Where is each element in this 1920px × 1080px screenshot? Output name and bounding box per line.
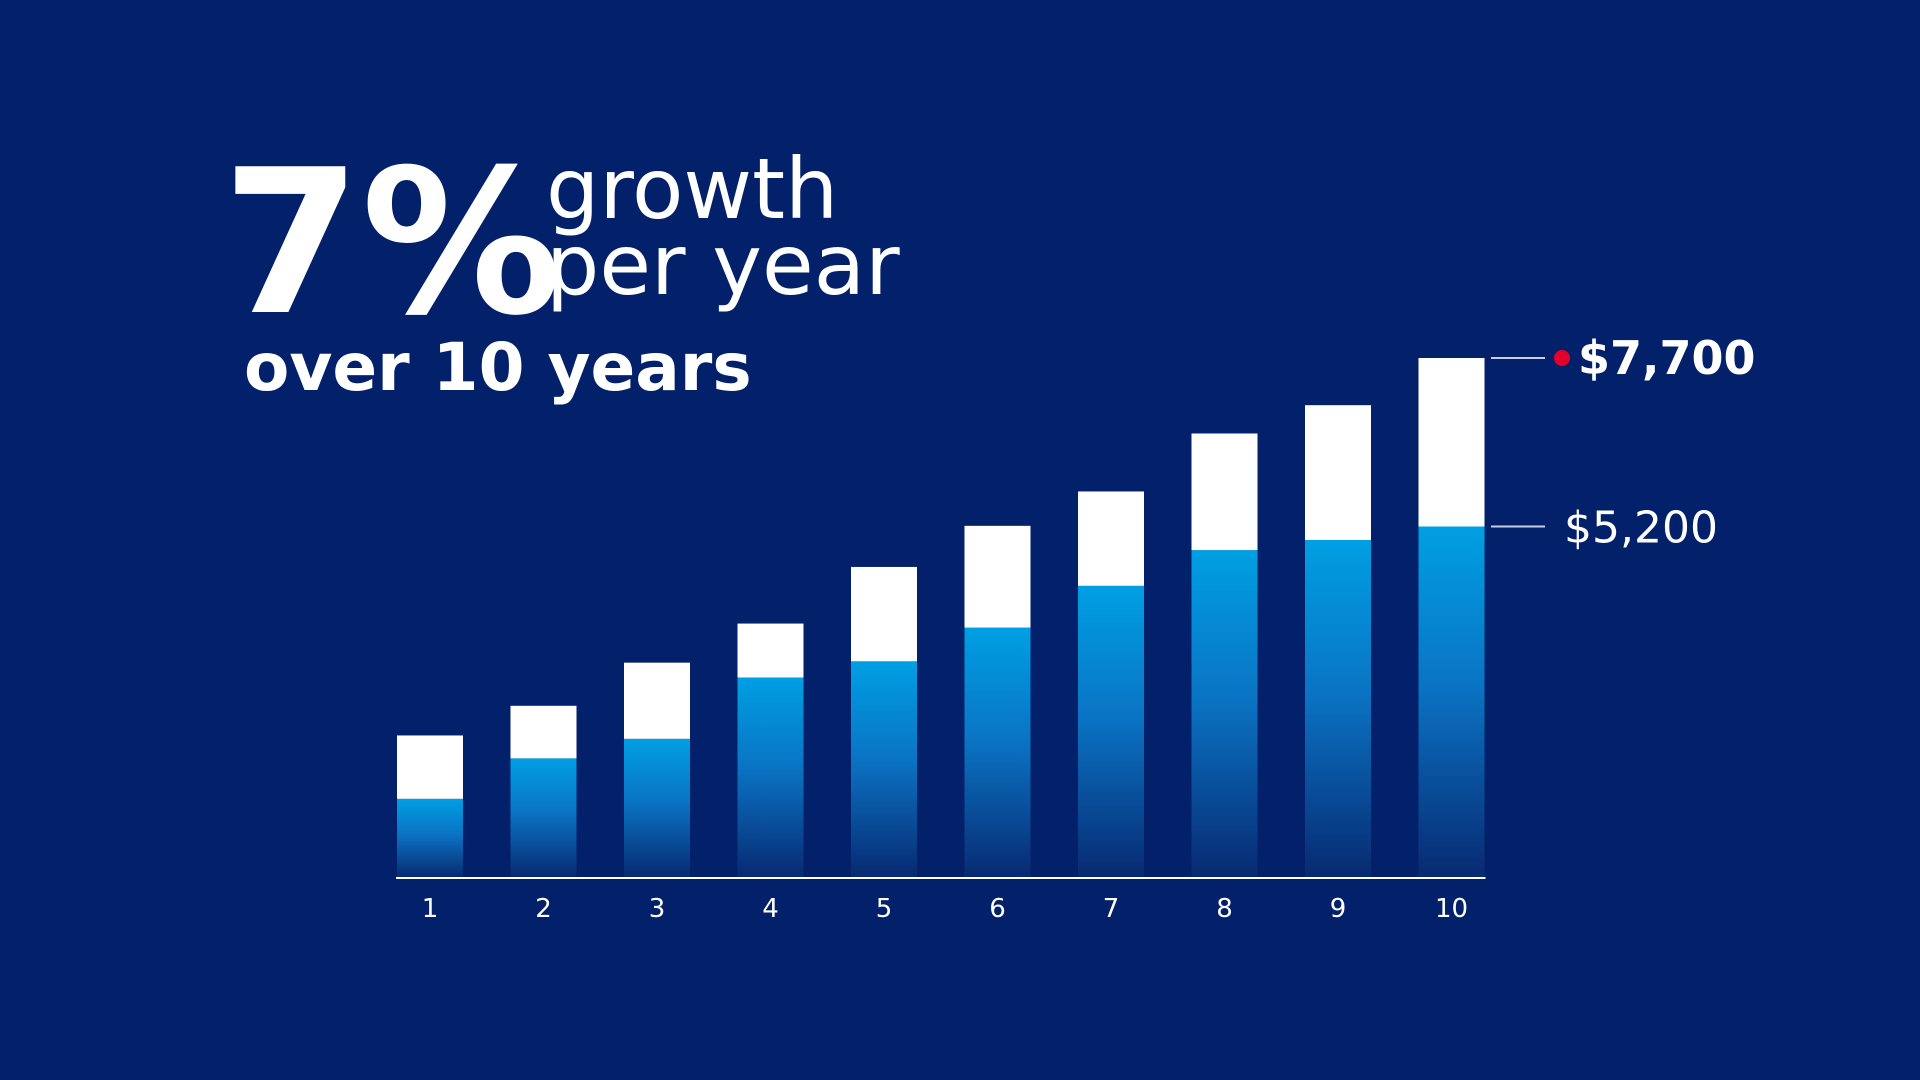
bar-segment <box>1191 433 1258 551</box>
x-tick-label: 9 <box>1330 894 1347 924</box>
x-tick-label: 7 <box>1103 894 1120 924</box>
bar-segment <box>510 758 577 877</box>
x-tick-label: 1 <box>422 894 439 924</box>
x-tick-label: 2 <box>535 894 552 924</box>
bar-segment <box>1418 526 1485 877</box>
bar-segment <box>1418 358 1485 527</box>
annotation-label: $5,200 <box>1564 503 1718 554</box>
bar-segment <box>1305 405 1371 540</box>
bar-segment <box>737 677 804 877</box>
bar-segment <box>624 662 690 739</box>
bar-segment <box>1305 539 1371 877</box>
headline-line3: over 10 years <box>244 329 752 406</box>
bar-segment <box>737 623 804 678</box>
bar-segment <box>397 735 463 799</box>
bar-segment <box>1078 585 1144 877</box>
bar-segment <box>1191 550 1258 877</box>
x-tick-label: 4 <box>762 894 779 924</box>
x-tick-label: 6 <box>989 894 1006 924</box>
x-tick-label: 10 <box>1435 894 1468 924</box>
bar-segment <box>1078 491 1144 586</box>
x-tick-label: 5 <box>876 894 893 924</box>
bar-segment <box>851 566 917 662</box>
x-tick-label: 3 <box>649 894 666 924</box>
annotation-label: $7,700 <box>1578 331 1756 385</box>
bar-segment <box>510 705 577 759</box>
headline-line2: per year <box>546 216 900 314</box>
bar-segment <box>964 525 1031 628</box>
headline-line1: growth <box>546 140 838 238</box>
bar-segment <box>851 661 917 877</box>
annotation-dot <box>1554 350 1570 366</box>
bar-segment <box>964 627 1031 877</box>
bar-segment <box>397 798 463 877</box>
bar-segment <box>624 738 690 877</box>
headline-big: 7% <box>222 127 562 360</box>
x-tick-label: 8 <box>1216 894 1233 924</box>
